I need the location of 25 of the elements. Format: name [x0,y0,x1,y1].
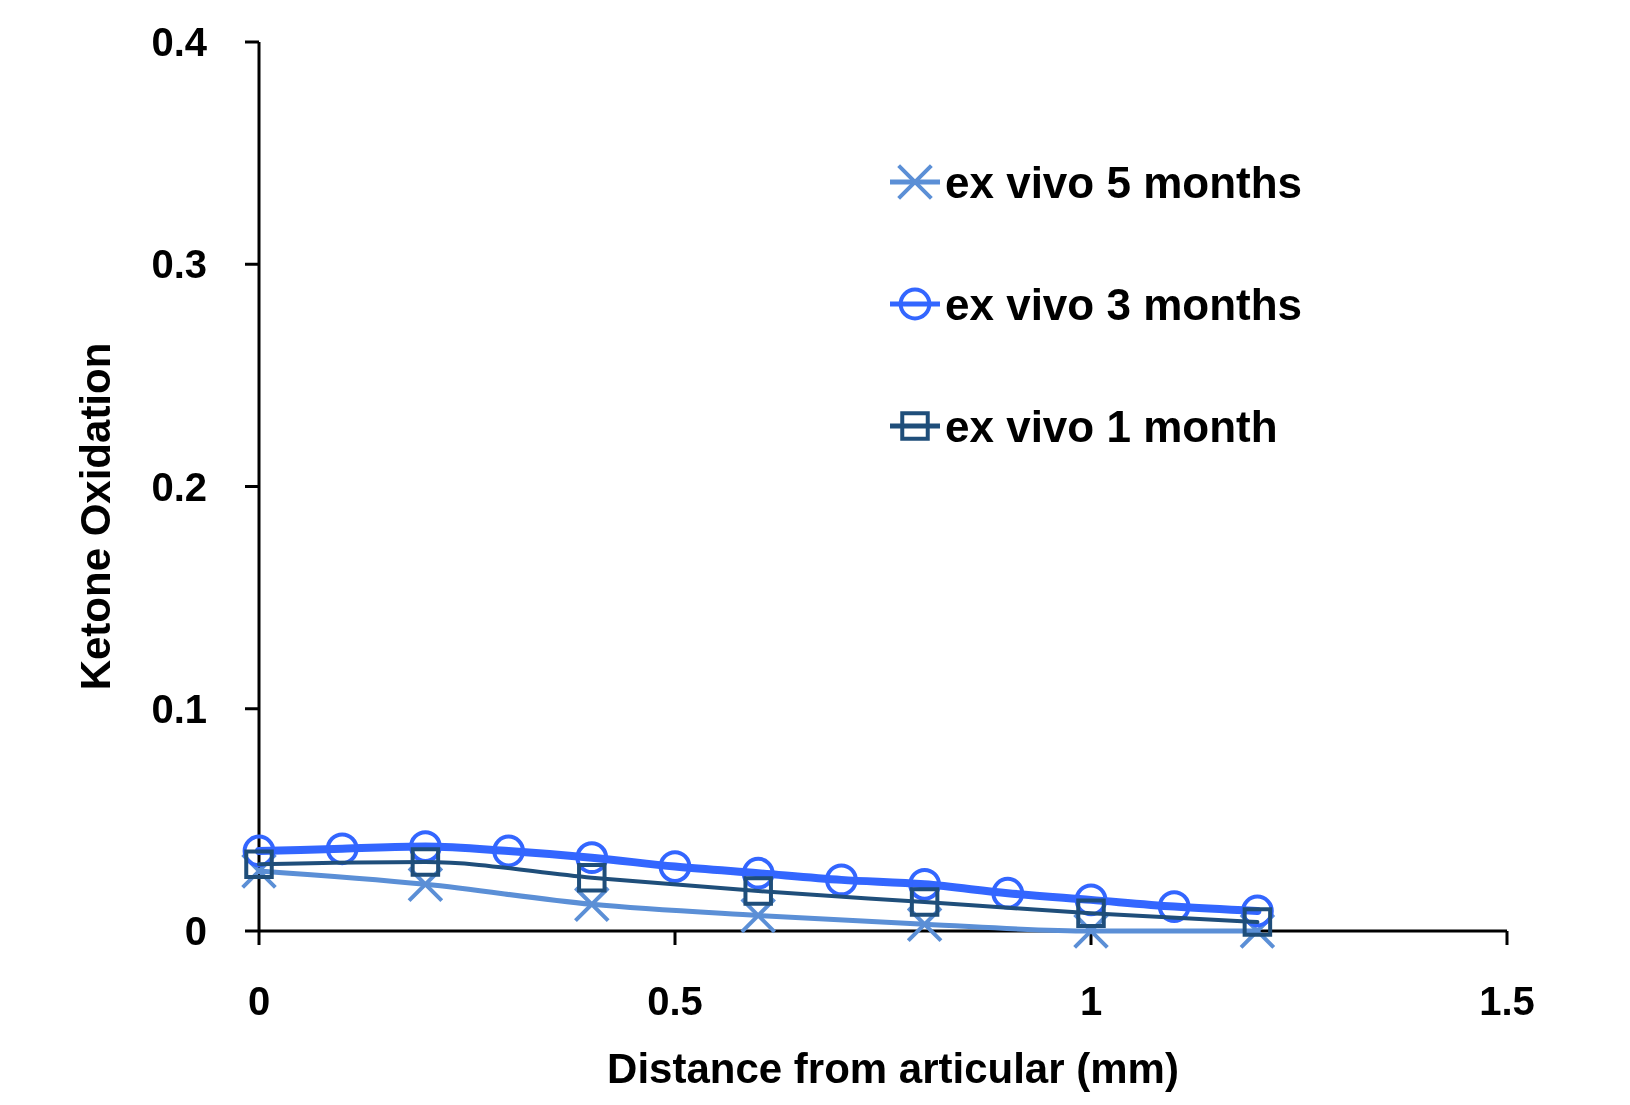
point [909,887,940,917]
point [743,876,773,906]
y-tick-label: 0.4 [151,20,208,64]
point [410,847,441,877]
x-tick-label: 0 [247,979,271,1023]
y-tick-label: 0 [184,909,207,953]
point [573,885,611,923]
x-axis-title: Distance from articular (mm) [607,1045,1179,1092]
x-tick-label: 0.5 [647,979,703,1023]
y-tick-label: 0.2 [151,464,207,509]
point [244,849,274,880]
legend-label: ex vivo 5 months [945,158,1303,207]
y-axis-title: Ketone Oxidation [72,342,119,691]
point [492,834,525,868]
legend-label: ex vivo 3 months [945,280,1303,329]
point [658,850,692,883]
y-tick-label: 0.3 [151,242,207,287]
x-tick-label: 1.5 [1479,979,1535,1023]
point [1076,898,1106,928]
y-tick-label: 0.1 [151,686,207,731]
legend-label: ex vivo 1 month [945,402,1278,451]
point [825,863,858,897]
point [577,862,607,893]
x-tick-label: 1 [1079,979,1103,1023]
point [1242,907,1273,937]
